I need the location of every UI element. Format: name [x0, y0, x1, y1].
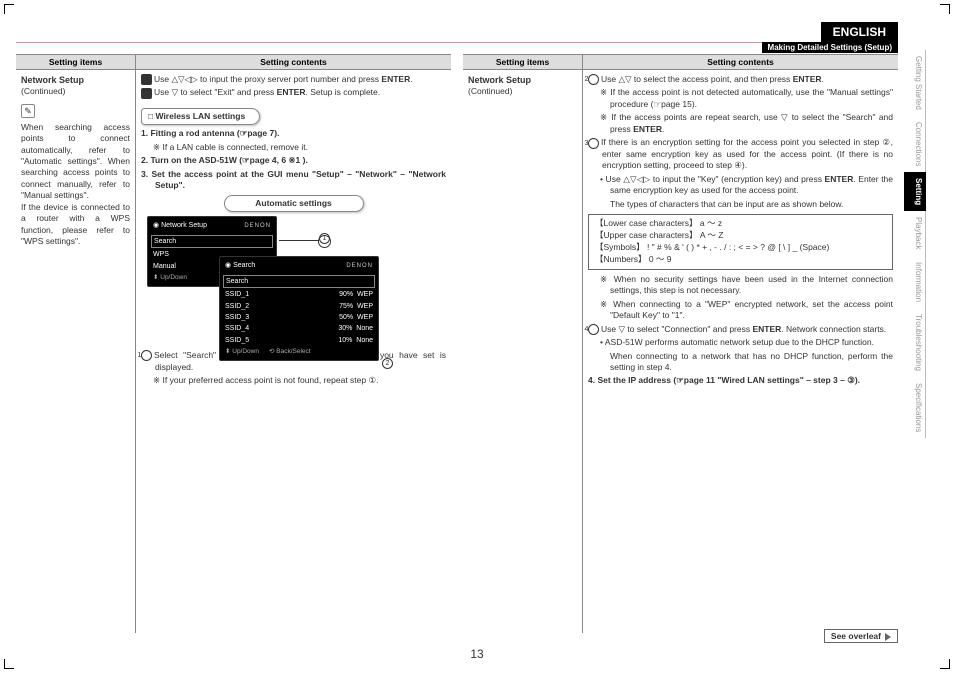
side-tabs: Getting Started Connections Setting Play… — [904, 50, 926, 633]
col-header-contents: Setting contents — [136, 55, 451, 70]
step-circle: 3 — [588, 138, 599, 149]
page-number: 13 — [0, 647, 954, 661]
note-icon: ✎ — [21, 104, 35, 118]
plain-text: The types of characters that can be inpu… — [588, 199, 893, 210]
step-text: Use △▽ to select the access point, and t… — [601, 74, 824, 84]
wireless-lan-label: □ Wireless LAN settings — [141, 108, 260, 125]
ssid-row: SSID_430% None — [223, 323, 375, 334]
tab-getting-started[interactable]: Getting Started — [904, 50, 926, 116]
col-header-items: Setting items — [463, 55, 582, 70]
note-text: ※ If the access points are repeat search… — [588, 112, 893, 135]
left-items-col: Setting items Network Setup (Continued) … — [16, 54, 136, 633]
screen2-search: Search — [223, 275, 375, 288]
item-note: When searching access points to connect … — [21, 122, 130, 248]
step-circle: 2 — [588, 74, 599, 85]
section-header: Making Detailed Settings (Setup) — [762, 42, 898, 53]
denon-logo: DENON — [244, 222, 271, 230]
char-class-box: 【Lower case characters】 a ～ z 【Upper cas… — [588, 214, 893, 270]
col-header-items: Setting items — [16, 55, 135, 70]
device-screen-2: ◉ SearchDENON Search SSID_190% WEPSSID_2… — [219, 256, 379, 361]
step-text: Use ▽ to select "Exit" and press ENTER. … — [154, 87, 380, 97]
step-circle: 1 — [141, 350, 152, 361]
bullet-text: • ASD-51W performs automatic network set… — [588, 337, 893, 348]
set-access: Set the access point at the GUI menu "Se… — [152, 169, 447, 190]
step-num: 6 — [141, 74, 152, 85]
tab-playback[interactable]: Playback — [904, 211, 926, 255]
right-contents-col: Setting contents 2Use △▽ to select the a… — [583, 54, 898, 633]
screen2-title: Search — [233, 262, 255, 269]
device-screens: ◉ Network SetupDENON Search WPS Manual ⬍… — [147, 216, 377, 346]
screen2-footer: ⟲ Back/Select — [269, 348, 311, 357]
tab-setting[interactable]: Setting — [904, 172, 926, 211]
bullet-text: • Use △▽◁▷ to input the "Key" (encryptio… — [588, 174, 893, 197]
right-items-col: Setting items Network Setup (Continued) — [463, 54, 583, 633]
char-upper: 【Upper case characters】 A ～ Z — [595, 230, 886, 242]
fit-note: ※ If a LAN cable is connected, remove it… — [141, 142, 446, 153]
tab-specifications[interactable]: Specifications — [904, 377, 926, 438]
set-ip: Set the IP address (☞page 11 "Wired LAN … — [597, 375, 860, 385]
ssid-row: SSID_350% WEP — [223, 312, 375, 323]
item-continued: (Continued) — [21, 86, 130, 97]
turn-on: Turn on the ASD-51W (☞page 4, 6 ※1 ). — [150, 155, 307, 165]
denon-logo: DENON — [346, 262, 373, 270]
left-contents-col: Setting contents 6Use △▽◁▷ to input the … — [136, 54, 451, 633]
char-numbers: 【Numbers】 0 ～ 9 — [595, 254, 886, 266]
ssid-row: SSID_275% WEP — [223, 301, 375, 312]
item-title: Network Setup — [21, 74, 130, 86]
screen2-footer: ⬍ Up/Down — [225, 348, 259, 357]
auto-settings-label: Automatic settings — [224, 195, 364, 212]
step-circle: 4 — [588, 324, 599, 335]
see-overleaf: See overleaf — [824, 629, 898, 643]
note-text: ※ When connecting to a "WEP" encrypted n… — [588, 299, 893, 322]
item-continued: (Continued) — [468, 86, 577, 97]
page: ENGLISH Making Detailed Settings (Setup)… — [0, 0, 954, 673]
fit-antenna: Fitting a rod antenna (☞page 7). — [150, 128, 279, 138]
step-num: 7 — [141, 88, 152, 99]
step-text: Use ▽ to select "Connection" and press E… — [601, 324, 886, 334]
after-note: ※ If your preferred access point is not … — [141, 375, 446, 386]
char-lower: 【Lower case characters】 a ～ z — [595, 218, 886, 230]
ssid-row: SSID_190% WEP — [223, 289, 375, 300]
tab-connections[interactable]: Connections — [904, 116, 926, 172]
step-text: Use △▽◁▷ to input the proxy server port … — [154, 74, 413, 84]
step-text: If there is an encryption setting for th… — [601, 137, 893, 170]
ssid-row: SSID_510% None — [223, 335, 375, 346]
plain-text: When connecting to a network that has no… — [588, 351, 893, 374]
tab-troubleshooting[interactable]: Troubleshooting — [904, 308, 926, 377]
col-header-contents: Setting contents — [583, 55, 898, 70]
note-text: ※ If the access point is not detected au… — [588, 87, 893, 110]
screen1-row: Search — [151, 235, 273, 248]
tab-information[interactable]: Information — [904, 256, 926, 308]
screen1-footer: ⬍ Up/Down — [153, 274, 187, 283]
crop-mark — [4, 4, 14, 14]
char-symbols: 【Symbols】 ! " # % & ' ( ) * + , - . / : … — [595, 242, 886, 254]
language-banner: ENGLISH — [821, 22, 898, 42]
crop-mark — [940, 4, 950, 14]
item-title: Network Setup — [468, 74, 577, 86]
screen1-title: Network Setup — [161, 222, 207, 229]
note-text: ※ When no security settings have been us… — [588, 274, 893, 297]
content-columns: Setting items Network Setup (Continued) … — [16, 54, 898, 633]
